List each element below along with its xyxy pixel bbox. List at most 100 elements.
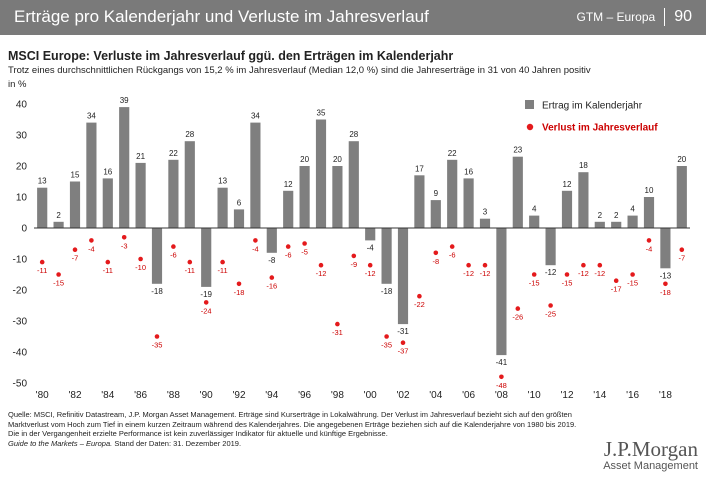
chart-title: MSCI Europe: Verluste im Jahresverlauf g… <box>8 49 454 63</box>
y-axis-unit: in % <box>8 79 27 90</box>
drawdown-label: -8 <box>432 257 439 266</box>
bar-value-label: 4 <box>532 205 537 214</box>
drawdown-label: -24 <box>201 306 212 315</box>
drawdown-dot <box>417 293 422 299</box>
drawdown-label: -3 <box>121 241 128 250</box>
drawdown-dot <box>154 334 160 339</box>
bar-value-label: 2 <box>598 211 603 220</box>
chart-subtitle: Trotz eines durchschnittlichen Rückgangs… <box>8 65 591 76</box>
bar-value-label: 20 <box>333 155 342 164</box>
drawdown-dot <box>564 272 570 277</box>
bar-value-label: 17 <box>415 164 424 173</box>
drawdown-dot <box>449 244 455 249</box>
drawdown-label: -6 <box>449 251 456 260</box>
bar-value-label: 9 <box>434 189 439 198</box>
guide-reference: Guide to the Markets – Europa. <box>8 438 113 448</box>
drawdown-label: -15 <box>627 279 638 288</box>
drawdown-dot <box>466 262 471 268</box>
drawdown-label: -18 <box>234 288 245 297</box>
bar-value-label: 12 <box>563 180 572 189</box>
drawdown-label: -5 <box>301 248 308 257</box>
bar-value-label: -31 <box>397 327 409 336</box>
header-banner: Erträge pro Kalenderjahr und Verluste im… <box>0 0 706 35</box>
drawdown-dot <box>302 241 307 246</box>
drawdown-label: -12 <box>316 269 327 278</box>
bar <box>250 122 261 228</box>
bar <box>529 215 540 228</box>
drawdown-dot <box>39 259 45 265</box>
bar <box>479 218 491 228</box>
drawdown-dot <box>597 262 603 268</box>
bar <box>594 221 605 228</box>
drawdown-dot <box>318 262 324 268</box>
drawdown-dot <box>72 247 78 252</box>
bar <box>414 175 425 228</box>
x-tick-label: '06 <box>462 390 475 401</box>
drawdown-dot <box>105 259 111 265</box>
drawdown-dot <box>203 300 209 305</box>
bar-value-label: 34 <box>87 112 96 121</box>
y-tick-label: 10 <box>16 193 28 204</box>
legend-dot-swatch <box>526 123 534 131</box>
bar-value-label: 39 <box>120 96 129 105</box>
drawdown-label: -15 <box>53 279 64 288</box>
bar-value-label: 15 <box>71 171 80 180</box>
bar-value-label: 2 <box>56 211 61 220</box>
drawdown-dot <box>482 262 488 268</box>
drawdown-dot <box>56 272 61 277</box>
x-tick-label: '04 <box>429 390 442 401</box>
bar <box>266 228 277 253</box>
bar <box>102 178 113 228</box>
drawdown-label: -17 <box>611 285 622 294</box>
drawdown-label: -15 <box>562 279 573 288</box>
drawdown-label: -4 <box>252 244 259 253</box>
bar <box>660 228 671 269</box>
drawdown-label: -11 <box>217 266 227 275</box>
y-tick-label: 30 <box>16 131 28 142</box>
bar <box>69 181 81 228</box>
legend-dot-label: Verlust im Jahresverlauf <box>542 123 658 134</box>
data-date: Stand der Daten: 31. Dezember 2019. <box>112 438 242 448</box>
drawdown-label: -35 <box>152 341 163 350</box>
bar <box>135 162 146 228</box>
bar <box>463 178 474 228</box>
bar <box>86 122 97 228</box>
drawdown-dot <box>384 334 389 339</box>
x-tick-label: '14 <box>593 390 606 401</box>
drawdown-dot <box>630 272 635 277</box>
bar <box>201 228 212 287</box>
bar-value-label: 28 <box>349 130 358 139</box>
bar-value-label: 20 <box>677 155 686 164</box>
drawdown-dot <box>531 272 537 277</box>
bar <box>512 156 523 228</box>
bar-value-label: 22 <box>448 149 457 158</box>
source-text: Quelle: MSCI, Refinitiv Datastream, J.P.… <box>8 410 577 439</box>
x-tick-label: '82 <box>68 390 81 401</box>
x-tick-label: '98 <box>331 390 344 401</box>
bar-value-label: 12 <box>284 180 293 189</box>
drawdown-label: -12 <box>578 269 589 278</box>
drawdown-dot <box>253 238 258 243</box>
x-tick-label: '16 <box>626 390 639 401</box>
bar <box>578 172 589 228</box>
bar-value-label: 35 <box>317 109 326 118</box>
drawdown-label: -11 <box>185 266 195 275</box>
drawdown-dot <box>351 253 357 259</box>
y-tick-label: 40 <box>16 100 28 111</box>
bar-value-label: -41 <box>496 358 508 367</box>
bar-value-label: 13 <box>218 177 227 186</box>
bar-value-label: 20 <box>300 155 309 164</box>
drawdown-label: -10 <box>135 263 146 272</box>
drawdown-label: -6 <box>285 251 292 260</box>
bar <box>627 215 638 228</box>
bar-value-label: 28 <box>185 130 194 139</box>
bar-value-label: 18 <box>579 161 588 170</box>
bar <box>348 141 359 228</box>
drawdown-label: -15 <box>529 279 540 288</box>
drawdown-label: -12 <box>463 269 474 278</box>
x-tick-label: '12 <box>560 390 573 401</box>
drawdown-label: -7 <box>72 254 79 263</box>
bar <box>381 228 392 284</box>
x-tick-label: '84 <box>101 390 114 401</box>
bar <box>37 187 48 228</box>
